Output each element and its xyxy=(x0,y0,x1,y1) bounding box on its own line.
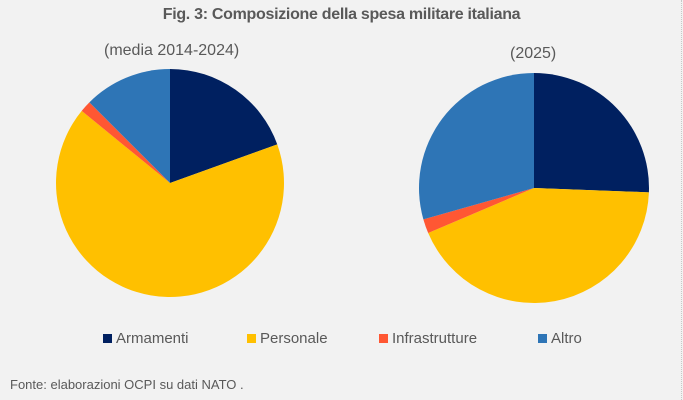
legend-label: Infrastrutture xyxy=(392,330,478,347)
legend-label: Personale xyxy=(260,330,328,347)
pie-chart-right xyxy=(418,73,649,303)
legend-swatch-altro xyxy=(538,334,547,343)
pie-slice-infrastrutture xyxy=(423,188,534,234)
pie-slice-armamenti xyxy=(170,69,278,183)
legend-item-armamenti: Armamenti xyxy=(103,330,189,347)
legend-item-altro: Altro xyxy=(538,330,582,347)
pie-subtitle-left: (media 2014-2024) xyxy=(104,42,240,59)
legend-label: Armamenti xyxy=(116,330,189,347)
pie-slice-armamenti xyxy=(534,73,649,193)
legend-label: Altro xyxy=(551,330,582,347)
legend-swatch-personale xyxy=(247,334,256,343)
legend-swatch-infrastrutture xyxy=(379,334,388,343)
legend: Armamenti Personale Infrastrutture Altro xyxy=(0,330,683,352)
legend-item-personale: Personale xyxy=(247,330,328,347)
pie-slice-personale xyxy=(428,188,649,303)
pie-slice-altro xyxy=(89,69,170,183)
legend-swatch-armamenti xyxy=(103,334,112,343)
chart-title: Fig. 3: Composizione della spesa militar… xyxy=(162,6,521,23)
pie-slice-personale xyxy=(55,110,285,297)
source-note: Fonte: elaborazioni OCPI su dati NATO . xyxy=(10,377,244,392)
pie-subtitle-right: (2025) xyxy=(510,45,557,62)
pie-slice-altro xyxy=(418,73,534,220)
frame-border xyxy=(681,0,682,400)
pie-slice-infrastrutture xyxy=(81,102,170,183)
legend-item-infrastrutture: Infrastrutture xyxy=(379,330,477,347)
pie-chart-left xyxy=(55,69,285,297)
